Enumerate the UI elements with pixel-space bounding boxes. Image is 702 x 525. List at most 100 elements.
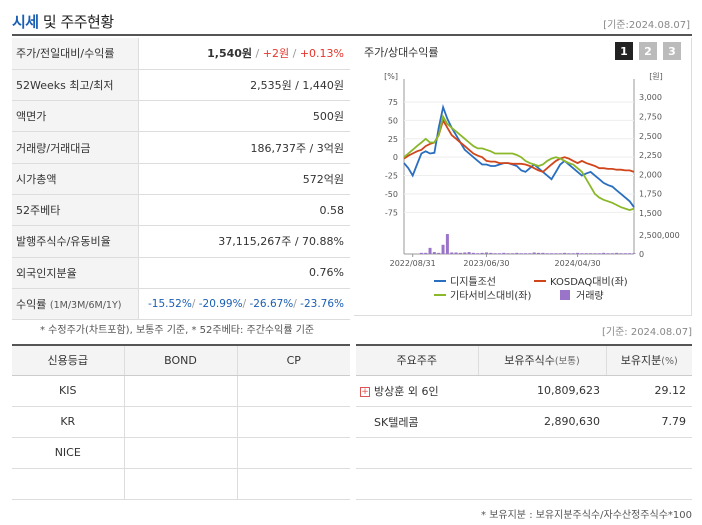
volume-bar [597,253,601,254]
left-tick-label: -75 [385,208,398,217]
volume-bar [628,253,632,254]
legend-label: 기타서비스대비(좌) [450,290,532,302]
returns-label: 수익률 [16,298,47,312]
holder-header: 주요주주 [356,345,478,376]
volume-bar [471,252,475,254]
holder-name-cell: SK텔레콤 [356,406,478,438]
holder-shares: 2,890,630 [478,406,606,438]
volume-bar [567,253,571,254]
volume-bar [619,253,623,254]
right-tick-label: 2,250 [639,151,662,160]
credit-header: CP [236,345,350,376]
table-row: SK텔레콤 2,890,630 7.79 [356,406,692,438]
price-change: +2원 [262,47,290,61]
table-row: NICE [12,437,350,469]
volume-bar [571,253,575,254]
quote-label: 시가총액 [12,163,139,195]
series-line-0 [403,103,635,208]
quote-label: 발행주식수/유동비율 [12,225,139,258]
credit-header-row: 신용등급 BOND CP [12,345,350,376]
holder-header-label: 보유주식수 [504,354,555,368]
table-row [12,468,350,500]
volume-bar [480,252,484,254]
left-tick-label: 75 [388,98,398,107]
right-tick-label: 3,000 [639,93,662,102]
quote-price-cell: 1,540원 / +2원 / +0.13% [138,38,350,70]
chart-tab-1[interactable]: 1 [615,42,633,60]
quote-row-foreign: 외국인지분율 0.76% [12,257,350,289]
volume-bar [537,252,541,254]
volume-bar [519,253,523,254]
legend-label: KOSDAQ대비(좌) [550,276,628,288]
holder-shares [478,499,606,525]
legend-swatch [560,290,570,300]
volume-bar [610,253,614,254]
x-tick-label: 2024/04/30 [555,259,601,268]
holder-pct: 7.79 [606,406,692,438]
separator: / [242,298,247,311]
credit-header: 신용등급 [12,345,124,376]
separator: / [191,298,196,311]
credit-cp [236,406,350,438]
credit-agency [12,468,124,500]
quote-value: 0.76% [138,257,350,289]
quote-table: 주가/전일대비/수익률 1,540원 / +2원 / +0.13% 52Week… [12,38,350,321]
chart-tab-2[interactable]: 2 [639,42,657,60]
credit-agency: KIS [12,375,124,407]
volume-bar [589,253,593,254]
table-row: KIS [12,375,350,407]
volume-bar [458,252,462,254]
return-1y: -23.76% [300,298,344,311]
volume-bar [528,253,532,254]
spacer [360,418,370,428]
volume-bar [424,252,428,254]
volume-bar [467,252,471,254]
page-header: 시세 및 주주현황 [기준:2024.08.07] [12,6,692,36]
quote-value: 0.58 [138,194,350,227]
credit-cp [236,375,350,407]
legend-label: 거래량 [576,290,604,302]
return-6m: -26.67% [249,298,294,311]
volume-bar [580,253,584,254]
holder-pct [606,437,692,469]
volume-bar [454,252,458,254]
credit-rating-table: 신용등급 BOND CP KIS KR NICE [12,344,350,500]
left-tick-label: 50 [388,116,398,125]
header-date: [기준:2024.08.07] [603,20,690,31]
chart-tab-3[interactable]: 3 [663,42,681,60]
holder-shares: 10,809,623 [478,375,606,407]
right-tick-label: 1,500 [639,209,662,218]
quote-row-volume: 거래량/거래대금 186,737주 / 3억원 [12,131,350,164]
quote-label: 거래량/거래대금 [12,131,139,164]
quote-value: 186,737주 / 3억원 [138,131,350,164]
series-line-2 [403,114,635,212]
volume-bar [489,252,493,254]
expand-plus-icon[interactable]: + [360,386,370,397]
holder-shares [478,437,606,469]
quote-row-market-cap: 시가총액 572억원 [12,163,350,195]
quote-label: 외국인지분율 [12,257,139,289]
volume-bar [441,244,445,254]
holder-name-cell: + 방상훈 외 6인 [356,375,478,407]
volume-bar [450,252,454,254]
volume-bar [493,253,497,254]
x-tick-label: 2023/06/30 [463,259,509,268]
chart-panel: 주가/상대수익률 1 2 3 [%] [원] 75 50 25 0 -25 -50 -75 3,0… [354,38,692,316]
credit-bond [123,468,237,500]
volume-bar [550,253,554,254]
current-price: 1,540원 [207,47,253,61]
table-row: KR [12,406,350,438]
price-chart: [%] [원] 75 50 25 0 -25 -50 -75 3,000 2,750 2,500 2,2… [384,72,680,302]
page-title-accent: 시세 [12,13,39,31]
right-tick-label: 2,750 [639,112,662,121]
credit-header: BOND [123,345,237,376]
volume-bar [615,252,619,254]
volume-bar [563,252,567,254]
right-tick-label: 2,500 [639,132,662,141]
footnote-holding: * 보유지분 : 보유지분주식수/자수산정주식수*100 [481,510,692,521]
quote-label: 52Weeks 최고/최저 [12,69,139,102]
volume-bar [576,252,580,254]
quote-label: 수익률 (1M/3M/6M/1Y) [12,288,139,321]
table-row [356,499,692,525]
quote-row-par-value: 액면가 500원 [12,100,350,133]
